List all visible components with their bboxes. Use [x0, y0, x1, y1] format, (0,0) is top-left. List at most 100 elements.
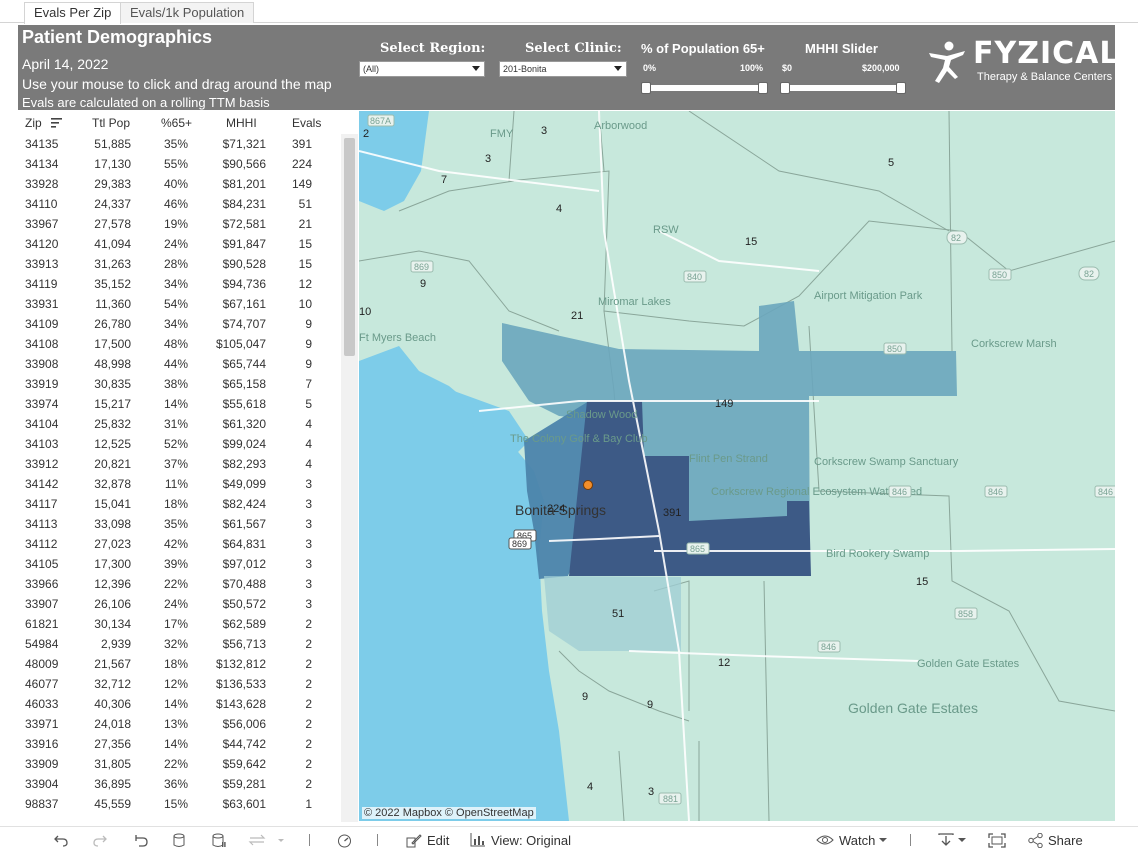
cell-evals: 3: [305, 597, 312, 611]
cell-ttl-pop: 41,094: [94, 237, 131, 251]
table-row[interactable]: 46033 40,306 14% $143,628 2: [18, 694, 340, 714]
estero-bay-water: [454, 391, 529, 461]
table-row[interactable]: 33966 12,396 22% $70,488 3: [18, 574, 340, 594]
table-scrollbar-thumb[interactable]: [344, 138, 355, 356]
table-row[interactable]: 34119 35,152 34% $94,736 12: [18, 274, 340, 294]
table-row[interactable]: 34110 24,337 46% $84,231 51: [18, 194, 340, 214]
cell-ttl-pop: 27,023: [94, 537, 131, 551]
cell-mhhi: $132,812: [215, 657, 266, 671]
cell-zip: 34119: [25, 277, 58, 291]
table-row[interactable]: 33967 27,578 19% $72,581 21: [18, 214, 340, 234]
table-row[interactable]: 61821 30,134 17% $62,589 2: [18, 614, 340, 634]
table-row[interactable]: 33908 48,998 44% $65,744 9: [18, 354, 340, 374]
cell-mhhi: $50,572: [222, 597, 266, 611]
edit-button[interactable]: Edit: [406, 832, 449, 848]
table-row[interactable]: 34105 17,300 39% $97,012 3: [18, 554, 340, 574]
eval-label: 12: [718, 657, 730, 669]
col-header-mhhi[interactable]: MHHI: [226, 116, 257, 130]
cell-mhhi: $70,488: [222, 577, 266, 591]
place-label-airport-mitigation-park: Airport Mitigation Park: [814, 290, 923, 302]
region-filter-label: Select Region:: [380, 41, 486, 56]
revert-icon: [135, 835, 148, 847]
bay-water: [359, 111, 429, 211]
map-attribution[interactable]: © 2022 Mapbox © OpenStreetMap: [362, 807, 536, 819]
table-row[interactable]: 34142 32,878 11% $49,099 3: [18, 474, 340, 494]
col-header-pct65[interactable]: %65+: [161, 116, 193, 130]
map-canvas[interactable]: Arborwood Miromar Lakes Airport Mitigati…: [359, 111, 1115, 821]
watch-button[interactable]: Watch: [816, 832, 888, 848]
table-row[interactable]: 33913 31,263 28% $90,528 15: [18, 254, 340, 274]
replay-animation-button[interactable]: [248, 832, 284, 848]
table-row[interactable]: 46077 32,712 12% $136,533 2: [18, 674, 340, 694]
table-row[interactable]: 34134 17,130 55% $90,566 224: [18, 154, 340, 174]
table-row[interactable]: 34113 33,098 35% $61,567 3: [18, 514, 340, 534]
toolbar-divider: [377, 834, 378, 846]
edit-icon: [406, 833, 422, 847]
table-row[interactable]: 34135 51,885 35% $71,321 391: [18, 134, 340, 154]
col-header-zip[interactable]: Zip: [25, 116, 42, 130]
redo-icon: [93, 835, 107, 847]
pause-updates-button[interactable]: [212, 832, 226, 848]
table-row[interactable]: 54984 2,939 32% $56,713 2: [18, 634, 340, 654]
zip-map[interactable]: Arborwood Miromar Lakes Airport Mitigati…: [359, 111, 1115, 821]
table-row[interactable]: 33919 30,835 38% $65,158 7: [18, 374, 340, 394]
tab-evals-per-1k-population[interactable]: Evals/1k Population: [120, 2, 255, 23]
table-scrollbar[interactable]: [341, 134, 358, 822]
eval-label: 224: [547, 503, 565, 515]
cell-pct65: 54%: [163, 297, 188, 311]
table-row[interactable]: 34109 26,780 34% $74,707 9: [18, 314, 340, 334]
pop65-slider-track[interactable]: [645, 85, 766, 91]
pop65-slider-min-handle[interactable]: [641, 82, 651, 94]
download-button[interactable]: [938, 832, 967, 848]
table-row[interactable]: 33909 31,805 22% $59,642 2: [18, 754, 340, 774]
tab-evals-per-zip[interactable]: Evals Per Zip: [24, 2, 122, 24]
table-row[interactable]: 34120 41,094 24% $91,847 15: [18, 234, 340, 254]
table-row[interactable]: 33907 26,106 24% $50,572 3: [18, 594, 340, 614]
table-row[interactable]: 33974 15,217 14% $55,618 5: [18, 394, 340, 414]
cell-mhhi: $56,713: [222, 637, 266, 651]
view-original-button[interactable]: View: Original: [470, 832, 571, 848]
undo-button[interactable]: [54, 832, 68, 848]
redo-button[interactable]: [93, 832, 107, 848]
road-shield: [946, 230, 968, 245]
place-label-ft-myers-beach: Ft Myers Beach: [359, 332, 436, 344]
col-header-ttl-pop[interactable]: Ttl Pop: [92, 116, 131, 130]
table-row[interactable]: 34117 15,041 18% $82,424 3: [18, 494, 340, 514]
road-shield-label: 846: [892, 487, 907, 497]
table-row[interactable]: 98837 45,559 15% $63,601 1: [18, 794, 340, 814]
table-row[interactable]: 34104 25,832 31% $61,320 4: [18, 414, 340, 434]
table-row[interactable]: 33904 36,895 36% $59,281 2: [18, 774, 340, 794]
revert-button[interactable]: [134, 832, 148, 848]
cell-ttl-pop: 15,041: [94, 497, 131, 511]
table-row[interactable]: 33971 24,018 13% $56,006 2: [18, 714, 340, 734]
fullscreen-button[interactable]: [988, 832, 1006, 848]
metrics-button[interactable]: [337, 832, 352, 848]
mhhi-slider-track[interactable]: [785, 85, 905, 91]
refresh-data-button[interactable]: [173, 832, 185, 848]
pop65-slider-max-handle[interactable]: [758, 82, 768, 94]
share-button[interactable]: Share: [1028, 832, 1083, 848]
clinic-dropdown[interactable]: 201-Bonita: [499, 61, 627, 77]
table-row[interactable]: 34112 27,023 42% $64,831 3: [18, 534, 340, 554]
road-shield: [683, 270, 707, 283]
region-dropdown[interactable]: (All): [359, 61, 485, 77]
cell-zip: 61821: [25, 617, 59, 631]
road-network: [359, 111, 1115, 821]
mhhi-slider-min-handle[interactable]: [780, 82, 790, 94]
table-row[interactable]: 33928 29,383 40% $81,201 149: [18, 174, 340, 194]
table-row[interactable]: 48009 21,567 18% $132,812 2: [18, 654, 340, 674]
cell-zip: 34112: [25, 537, 58, 551]
table-row[interactable]: 33912 20,821 37% $82,293 4: [18, 454, 340, 474]
clinic-filter-label: Select Clinic:: [525, 41, 622, 56]
table-row[interactable]: 34108 17,500 48% $105,047 9: [18, 334, 340, 354]
table-row[interactable]: 33916 27,356 14% $44,742 2: [18, 734, 340, 754]
cell-ttl-pop: 40,306: [94, 697, 131, 711]
cell-zip: 34108: [25, 337, 59, 351]
table-row[interactable]: 33931 11,360 54% $67,161 10: [18, 294, 340, 314]
table-row[interactable]: 34103 12,525 52% $99,024 4: [18, 434, 340, 454]
mhhi-slider-max-handle[interactable]: [896, 82, 906, 94]
sort-icon[interactable]: [51, 118, 63, 128]
cell-mhhi: $67,161: [222, 297, 266, 311]
col-header-evals[interactable]: Evals: [292, 116, 322, 130]
